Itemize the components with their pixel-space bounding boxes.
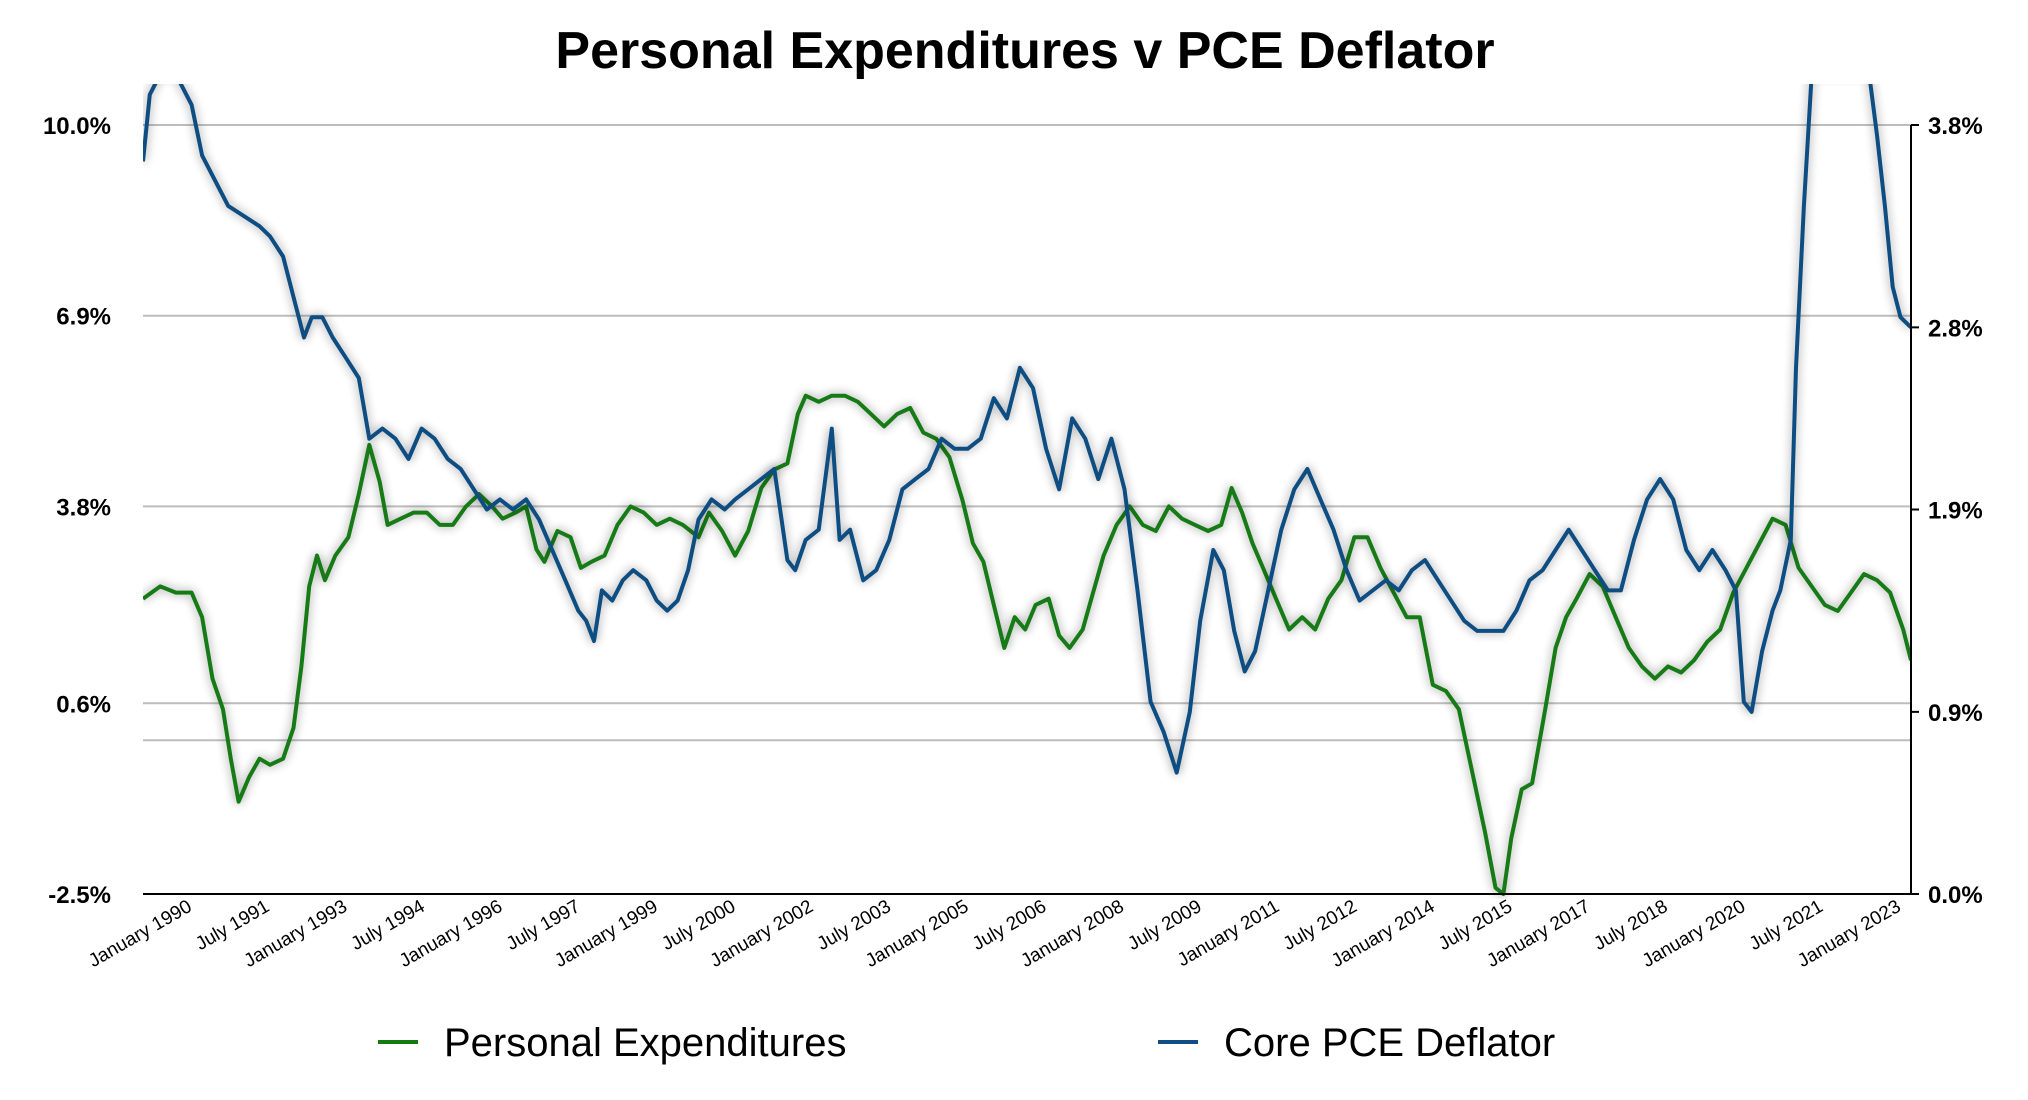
left-axis: 10.0% 6.9% 3.8% 0.6% -2.5% (43, 113, 111, 909)
right-tick-label-2: 1.9% (1928, 498, 1983, 525)
left-tick-label-3: 0.6% (56, 691, 111, 718)
legend-label-core-pce-deflator: Core PCE Deflator (1224, 1021, 1555, 1065)
left-tick-label-1: 6.9% (56, 304, 111, 331)
right-tick-label-4: 0.0% (1928, 882, 1983, 909)
right-tick-label-1: 2.8% (1928, 315, 1983, 342)
chart-title: Personal Expenditures v PCE Deflator (555, 22, 1494, 80)
right-tick-label-0: 3.8% (1928, 113, 1983, 140)
right-tick-label-3: 0.9% (1928, 700, 1983, 727)
left-tick-label-0: 10.0% (43, 113, 111, 140)
legend-label-personal-expenditures: Personal Expenditures (444, 1021, 846, 1065)
legend: Personal Expenditures Core PCE Deflator (378, 1021, 1555, 1065)
series-line-personal-expenditures (143, 393, 1911, 896)
series-line-core-pce-deflator (143, 84, 1911, 775)
gridlines (143, 124, 1911, 742)
series-lines (143, 84, 1911, 896)
left-tick-label-2: 3.8% (56, 494, 111, 521)
right-axis: 3.8% 2.8% 1.9% 0.9% 0.0% (1911, 113, 1983, 909)
left-tick-label-4: -2.5% (48, 882, 111, 909)
